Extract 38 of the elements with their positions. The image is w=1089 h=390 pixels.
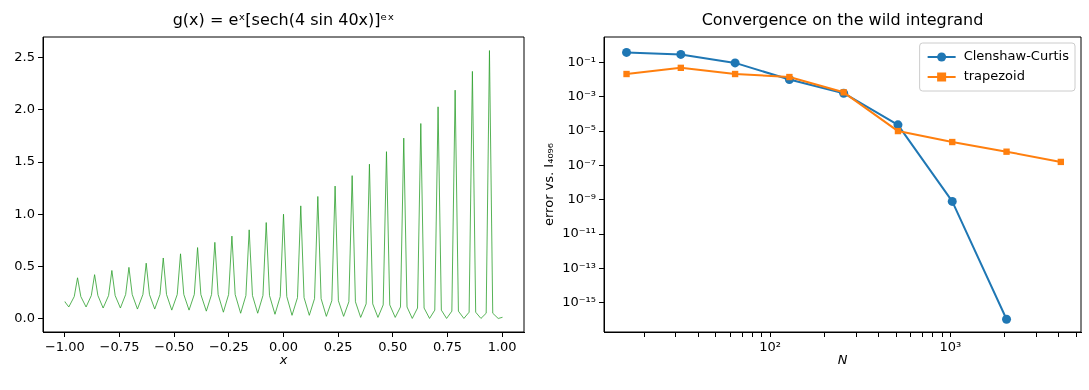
point (676, 49, 686, 59)
y-axis-title: error vs. I₄₀₉₆ (541, 142, 557, 227)
y-tick-label: 1.0 (14, 205, 35, 221)
point (1002, 314, 1012, 324)
x-tick-label: 0.50 (378, 339, 408, 355)
point (623, 70, 630, 78)
point (730, 58, 740, 68)
legend-label: trapezoid (963, 68, 1025, 84)
chart-title: g(x) = eˣ[sech(4 sin 40x)]ᵉˣ (171, 9, 396, 31)
point (947, 196, 957, 206)
y-tick-label: 0.0 (14, 309, 35, 325)
x-tick-label: −1.00 (44, 339, 85, 355)
legend-label: Clenshaw-Curtis (963, 48, 1070, 64)
x-tick-label: 10³ (939, 339, 962, 355)
x-tick-label: −0.75 (99, 339, 140, 355)
y-tick-label: 2.5 (14, 49, 35, 65)
x-tick-label: −0.25 (208, 339, 249, 355)
y-tick-label: 10⁻⁷ (567, 156, 596, 172)
point (786, 73, 793, 81)
x-tick-label: 0.75 (433, 339, 462, 355)
y-tick-label: 2.0 (14, 101, 35, 117)
y-tick-label: 10⁻⁹ (567, 191, 596, 207)
y-tick-label: 0.5 (14, 257, 35, 273)
x-tick-label: 0.25 (323, 339, 353, 355)
y-tick-label: 10⁻¹³ (562, 259, 596, 275)
y-tick-label: 10⁻¹⁵ (562, 294, 596, 310)
x-tick-label: 10² (759, 339, 781, 355)
y-tick-label: 10⁻³ (567, 88, 596, 104)
point (1003, 148, 1010, 155)
x-axis-title: N (837, 351, 848, 367)
y-tick-label: 10⁻¹¹ (562, 225, 596, 241)
chart-title: Convergence on the wild integrand (700, 9, 985, 31)
point (622, 47, 632, 57)
x-tick-label: 1.00 (487, 339, 517, 355)
y-tick-label: 10⁻¹ (567, 53, 596, 69)
y-tick-label: 1.5 (14, 153, 35, 169)
y-tick-label: 10⁻⁵ (567, 122, 596, 138)
x-tick-label: −0.50 (154, 339, 195, 355)
